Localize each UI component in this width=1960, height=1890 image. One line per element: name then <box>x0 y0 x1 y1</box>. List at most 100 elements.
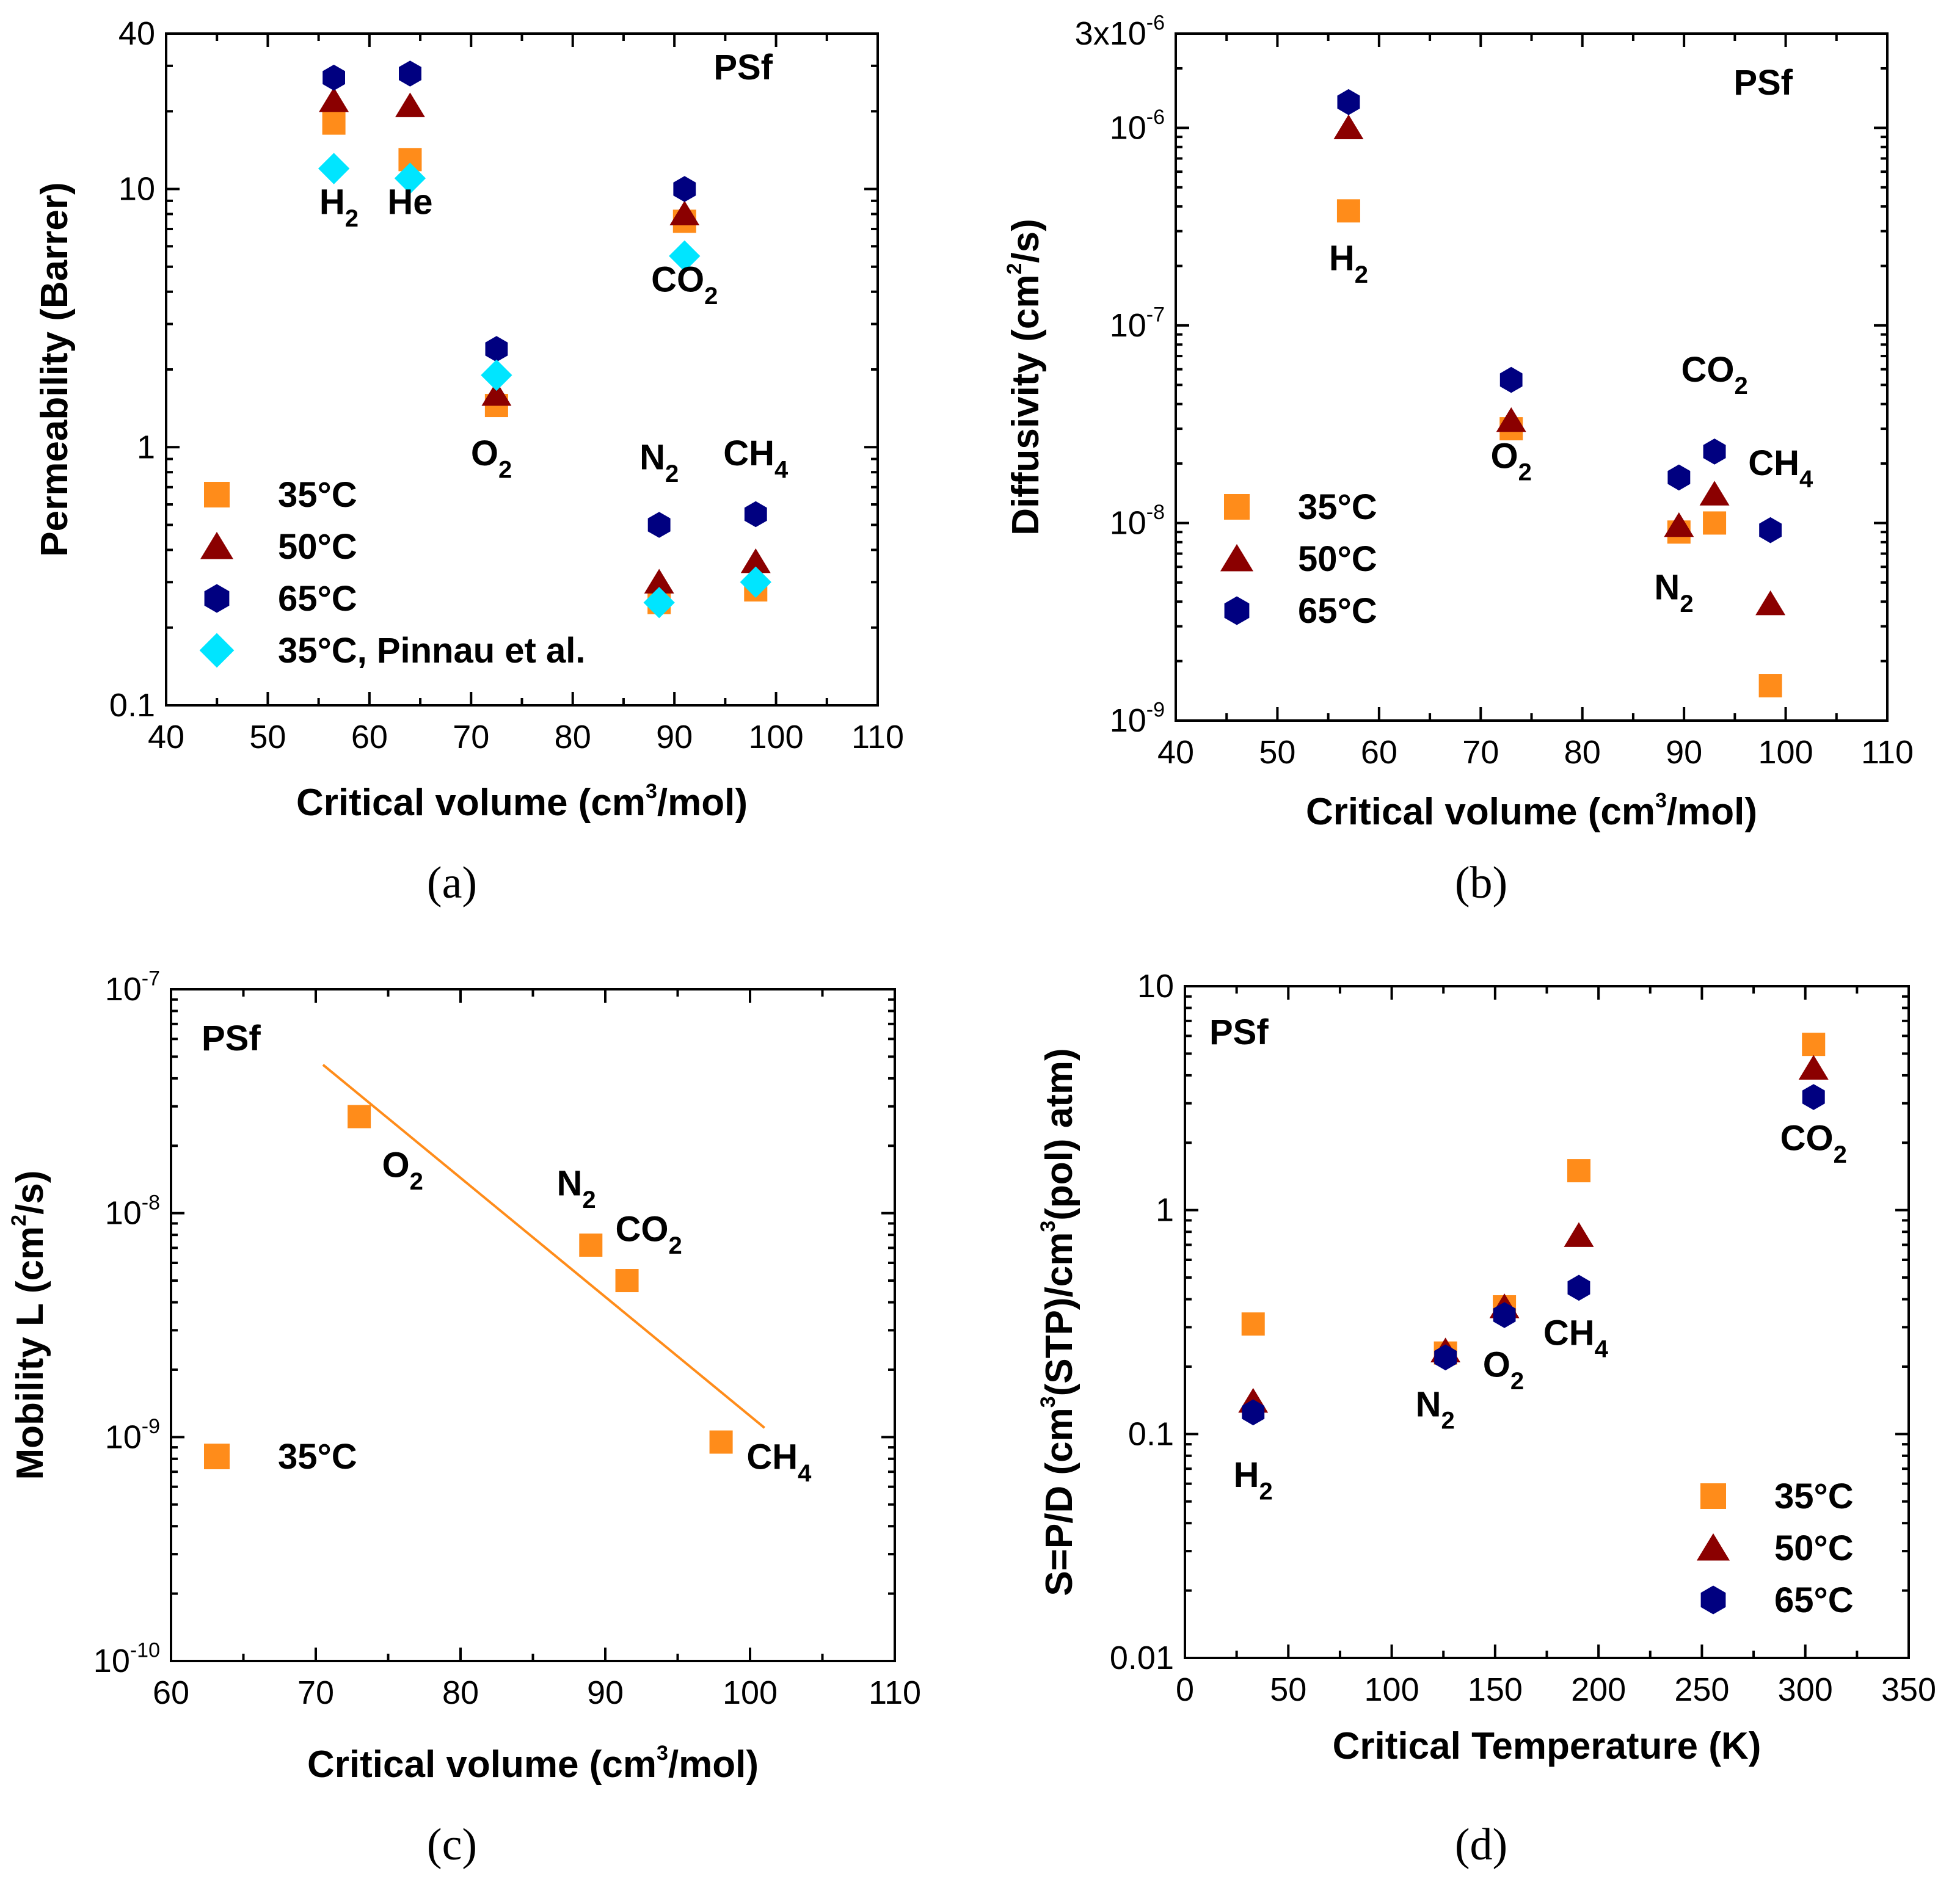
data-point <box>740 566 771 598</box>
gas-label: N2​ <box>639 438 679 487</box>
x-tick-label: 250 <box>1674 1671 1729 1708</box>
data-point <box>1703 438 1726 465</box>
panel-caption: (a) <box>427 858 477 908</box>
data-point <box>318 153 350 184</box>
x-tick-label: 60 <box>153 1674 189 1711</box>
legend-marker <box>199 633 235 668</box>
data-point <box>744 501 767 528</box>
x-tick-label: 80 <box>442 1674 479 1711</box>
legend-label: 65°C <box>1774 1580 1854 1620</box>
panel-label-psf: PSf <box>1209 1012 1269 1052</box>
x-axis-title: Critical volume (cm3/mol) <box>307 1742 759 1786</box>
data-point <box>1567 1159 1590 1183</box>
y-tick-label: 40 <box>118 15 155 52</box>
data-point <box>1802 1033 1826 1056</box>
data-point <box>1798 1055 1829 1080</box>
gas-label: CH4​ <box>723 434 789 483</box>
series-triangle <box>319 87 771 594</box>
legend-label: 35°C <box>1298 487 1377 527</box>
series-triangle <box>1238 1055 1829 1413</box>
x-tick-label: 100 <box>749 719 804 755</box>
x-tick-label: 60 <box>351 719 388 755</box>
y-tick-label: 0.01 <box>1110 1640 1174 1676</box>
data-point <box>647 512 671 538</box>
gas-label: H2​ <box>319 182 359 231</box>
legend-marker <box>1220 543 1254 572</box>
series-triangle <box>1333 114 1786 616</box>
series-square <box>1241 1033 1826 1365</box>
y-tick-label: 10-10​ <box>93 1639 160 1679</box>
gas-label: CH4​ <box>1748 443 1813 493</box>
x-tick-label: 70 <box>1462 734 1499 771</box>
data-point <box>1499 366 1523 393</box>
panel-label-psf: PSf <box>713 48 773 87</box>
gas-label: N2​ <box>1416 1384 1455 1434</box>
panel-caption: (c) <box>427 1820 477 1870</box>
x-tick-label: 90 <box>1666 734 1702 771</box>
data-point <box>1333 114 1364 139</box>
x-tick-label: 80 <box>1564 734 1601 771</box>
x-tick-label: 90 <box>656 719 693 755</box>
x-tick-label: 40 <box>148 719 184 755</box>
x-tick-label: 70 <box>453 719 489 755</box>
x-tick-label: 200 <box>1571 1671 1626 1708</box>
x-tick-label: 50 <box>1270 1671 1306 1708</box>
x-tick-label: 50 <box>1259 734 1295 771</box>
gas-label: CO2​ <box>1681 350 1747 399</box>
gas-label: O2​ <box>382 1145 423 1194</box>
data-point <box>1336 199 1360 223</box>
y-tick-label: 10-7​ <box>1110 303 1165 344</box>
gas-label: O2​ <box>1491 436 1532 485</box>
x-tick-label: 90 <box>587 1674 624 1711</box>
y-tick-label: 10-8​ <box>1110 501 1165 541</box>
data-point <box>1758 674 1782 698</box>
y-tick-label: 0.1 <box>109 687 155 724</box>
x-tick-label: 300 <box>1778 1671 1833 1708</box>
y-axis-title: Permeability (Barrer) <box>34 182 76 556</box>
gas-label: CO2​ <box>651 260 718 310</box>
data-point <box>1755 590 1786 616</box>
data-point <box>485 336 508 362</box>
data-point <box>740 548 771 573</box>
data-point <box>481 359 512 391</box>
legend-label: 65°C <box>278 579 357 619</box>
series-square <box>348 1105 733 1454</box>
data-point <box>481 381 512 406</box>
data-point <box>1664 512 1694 537</box>
series-hexagon <box>1337 89 1782 543</box>
data-point <box>394 162 426 194</box>
x-tick-label: 100 <box>723 1674 778 1711</box>
gas-label: CO2​ <box>1780 1119 1847 1168</box>
data-point <box>1493 1302 1516 1328</box>
gas-label: CH4​ <box>1543 1313 1609 1362</box>
panel-label-psf: PSf <box>1733 63 1793 103</box>
data-point <box>399 60 421 87</box>
data-point <box>673 176 696 202</box>
y-tick-label: 10 <box>1137 968 1174 1005</box>
data-point <box>1699 481 1730 506</box>
series-diamond <box>318 153 771 619</box>
gas-label: He <box>387 182 432 222</box>
y-tick-label: 10-7​ <box>105 967 160 1008</box>
series-hexagon <box>1242 1084 1825 1426</box>
data-point <box>1241 1312 1265 1336</box>
panel-d: 0 50 100 150 200 250 300 350 0.01 0.1 1 10 Critical … <box>1036 968 1936 1870</box>
gas-label: CH4​ <box>746 1437 812 1487</box>
legend-marker <box>1224 494 1250 520</box>
data-point <box>669 200 700 226</box>
data-point <box>1703 511 1727 535</box>
data-point <box>1242 1399 1265 1426</box>
panel-caption: (d) <box>1455 1820 1507 1870</box>
gas-label: H2​ <box>1329 239 1368 288</box>
data-point <box>669 240 701 272</box>
y-axis-title: Diffusivity (cm2/s) <box>1003 219 1047 535</box>
data-point <box>1496 407 1526 432</box>
x-axis-title: Critical Temperature (K) <box>1333 1725 1761 1767</box>
x-tick-label: 70 <box>297 1674 334 1711</box>
x-tick-label: 0 <box>1176 1671 1194 1708</box>
x-tick-label: 80 <box>555 719 591 755</box>
y-tick-label: 10-9​ <box>1110 699 1165 739</box>
legend-label: 65°C <box>1298 591 1377 631</box>
